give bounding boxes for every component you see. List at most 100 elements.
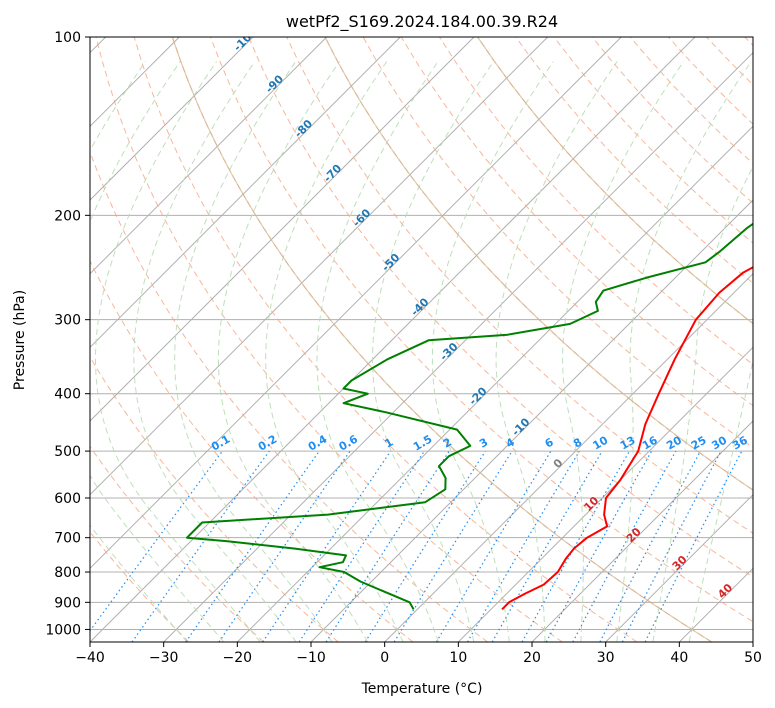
dry-adiabat bbox=[706, 37, 753, 86]
reference-curve bbox=[477, 37, 753, 325]
mixing-ratio-line bbox=[644, 450, 743, 642]
y-tick-label: 700 bbox=[54, 531, 81, 547]
plot-area: 0.1 0.2 0.4 0.6 1 1.5 2 3 4 6 8 10 13 16 20 25 30 36-100-… bbox=[90, 37, 753, 642]
mixing-ratio-line bbox=[466, 450, 580, 642]
mixing-ratio-label: 36 bbox=[730, 433, 750, 452]
y-tick-label: 600 bbox=[54, 491, 81, 507]
mixing-ratio-label: 0.1 bbox=[209, 433, 232, 454]
reference-curve bbox=[171, 37, 713, 642]
moist-adiabat bbox=[371, 61, 494, 642]
dry-adiabat bbox=[210, 37, 753, 623]
y-tick-label: 400 bbox=[54, 387, 81, 403]
mixing-ratio-label: 6 bbox=[543, 435, 556, 450]
mixing-ratio-label: 0.2 bbox=[256, 433, 279, 454]
x-tick-label: 40 bbox=[670, 650, 688, 666]
mixing-ratio-label: 8 bbox=[571, 436, 584, 451]
dewpoint-trace bbox=[186, 222, 753, 610]
mixing-ratio-label: 10 bbox=[591, 433, 611, 452]
moist-adiabat bbox=[174, 61, 333, 642]
moist-adiabat bbox=[495, 61, 618, 642]
x-tick-label: −30 bbox=[149, 650, 179, 666]
mixing-ratio-label: 1 bbox=[382, 436, 395, 451]
dry-adiabat bbox=[515, 37, 753, 284]
isotherm-gridline bbox=[90, 37, 549, 496]
y-tick-label: 500 bbox=[54, 444, 81, 460]
mixing-ratio-line bbox=[262, 450, 392, 642]
moist-adiabat bbox=[316, 61, 439, 642]
isotherm-label: -60 bbox=[350, 206, 373, 229]
dry-adiabat bbox=[286, 37, 753, 534]
moist-adiabat bbox=[431, 61, 554, 642]
y-tick-label: 800 bbox=[54, 565, 81, 581]
isotherm-gridline bbox=[90, 37, 475, 422]
dry-adiabat bbox=[744, 37, 753, 47]
mixing-ratio-line bbox=[298, 450, 425, 642]
isotherm-label: 10 bbox=[581, 494, 601, 514]
y-axis-label: Pressure (hPa) bbox=[12, 290, 28, 390]
mixing-ratio-label: 20 bbox=[664, 433, 684, 452]
mixing-ratio-line bbox=[545, 450, 653, 642]
dry-adiabat bbox=[90, 531, 190, 642]
y-tick-label: 200 bbox=[54, 208, 81, 224]
isotherm-gridline bbox=[90, 37, 254, 201]
isotherm-label: -80 bbox=[292, 117, 315, 140]
y-tick-label: 900 bbox=[54, 595, 81, 611]
isotherm-gridline bbox=[90, 37, 622, 570]
mixing-ratio-label: 25 bbox=[689, 434, 709, 453]
mixing-ratio-line bbox=[325, 450, 450, 642]
isotherm-label: -10 bbox=[509, 415, 532, 438]
moist-adiabat bbox=[95, 61, 261, 642]
dry-adiabat bbox=[90, 445, 264, 642]
isotherm-label: 20 bbox=[624, 525, 644, 545]
isotherm-label: -40 bbox=[408, 295, 431, 318]
isotherm-gridline bbox=[384, 272, 753, 642]
x-axis: −40 −30 −20 −10 0 10 20 30 40 50 bbox=[75, 642, 762, 666]
moist-adiabat bbox=[688, 358, 753, 642]
isotherm-gridline bbox=[678, 567, 753, 642]
mixing-ratio-label: 30 bbox=[709, 433, 729, 452]
dry-adiabat bbox=[95, 37, 563, 642]
isotherm-gridline bbox=[752, 641, 753, 642]
isotherm-gridline bbox=[605, 493, 753, 642]
isotherm-label: 40 bbox=[715, 581, 735, 601]
plot-frame bbox=[89, 36, 754, 643]
dry-adiabat bbox=[133, 37, 638, 642]
mixing-ratio-line bbox=[572, 450, 677, 642]
dry-adiabat bbox=[90, 259, 414, 642]
mixing-ratio-line bbox=[435, 450, 552, 642]
isotherm-label: -70 bbox=[321, 162, 344, 185]
isotherm-gridline bbox=[90, 37, 328, 275]
x-tick-label: 30 bbox=[597, 650, 615, 666]
x-tick-label: 20 bbox=[523, 650, 541, 666]
reference-curve bbox=[324, 37, 753, 491]
mixing-ratio-label: 1.5 bbox=[411, 433, 434, 454]
x-tick-label: −40 bbox=[75, 650, 105, 666]
y-tick-label: 300 bbox=[54, 313, 81, 329]
mixing-ratio-label: 3 bbox=[477, 436, 490, 451]
isotherm-gridline bbox=[531, 420, 753, 642]
temperature-trace bbox=[501, 266, 753, 611]
moist-adiabat bbox=[265, 61, 404, 642]
x-tick-label: 10 bbox=[449, 650, 467, 666]
mixing-ratio-line bbox=[599, 450, 702, 642]
mixing-ratio-line bbox=[90, 450, 223, 632]
moist-adiabat bbox=[90, 61, 188, 642]
moist-adiabat bbox=[562, 61, 685, 642]
y-axis: 100 200 300 400 500 600 700 800 900 1000 bbox=[45, 30, 90, 638]
x-tick-label: 0 bbox=[380, 650, 389, 666]
y-tick-label: 100 bbox=[54, 30, 81, 46]
isotherm-gridline bbox=[90, 37, 696, 642]
moist-adiabat bbox=[90, 61, 225, 642]
mixing-ratio-line bbox=[393, 450, 513, 642]
mixing-ratio-label: 13 bbox=[618, 434, 638, 453]
dry-adiabat bbox=[90, 356, 339, 642]
moist-adiabat bbox=[616, 61, 752, 642]
x-tick-label: −10 bbox=[296, 650, 326, 666]
dry-adiabat bbox=[553, 37, 753, 244]
x-axis-label: Temperature (°C) bbox=[361, 681, 483, 697]
dry-adiabat bbox=[90, 150, 488, 642]
y-tick-label: 1000 bbox=[45, 622, 81, 638]
moist-adiabat bbox=[652, 165, 753, 642]
isotherm-gridline bbox=[163, 51, 753, 642]
